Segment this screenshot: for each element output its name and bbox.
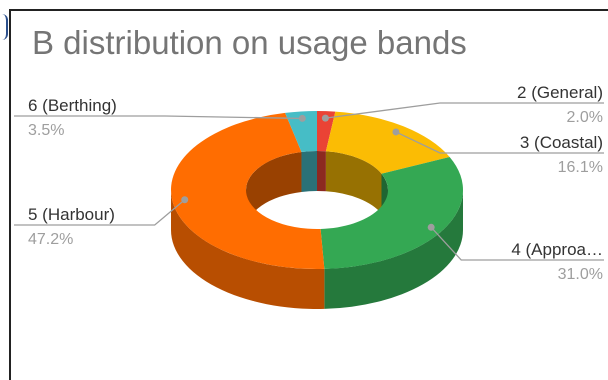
slice-percent: 16.1% xyxy=(558,159,603,176)
slice-label: 2 (General) xyxy=(517,83,603,102)
slice-percent: 31.0% xyxy=(558,266,603,283)
slice-label: 3 (Coastal) xyxy=(520,133,603,152)
pie-slice-2 xyxy=(325,111,450,174)
slice-label: 6 (Berthing) xyxy=(28,96,117,115)
pie-slice-1 xyxy=(317,111,336,152)
slice-inner-wall xyxy=(301,151,317,192)
slice-outer-wall xyxy=(324,190,463,309)
slice-inner-wall xyxy=(325,151,382,214)
leader-line xyxy=(395,131,604,154)
slice-inner-wall xyxy=(246,151,302,230)
slice-percent: 47.2% xyxy=(28,231,73,248)
slice-percent: 2.0% xyxy=(567,109,603,126)
chart-title: B distribution on usage bands xyxy=(32,24,467,61)
slice-percent: 3.5% xyxy=(28,122,64,139)
pie-slice-5 xyxy=(285,111,317,152)
pie-slice-4 xyxy=(171,112,325,269)
pie-slice-3 xyxy=(320,156,464,269)
slice-label: 5 (Harbour) xyxy=(28,205,115,224)
window-corner-mark xyxy=(0,14,8,40)
leader-line xyxy=(430,226,604,261)
leader-line xyxy=(325,102,604,119)
leader-line xyxy=(14,115,303,120)
slice-inner-wall xyxy=(317,151,326,192)
slice-outer-wall xyxy=(171,190,325,309)
chart-frame xyxy=(9,9,608,380)
leader-line xyxy=(14,199,186,226)
slice-label: 4 (Approa… xyxy=(511,240,603,259)
